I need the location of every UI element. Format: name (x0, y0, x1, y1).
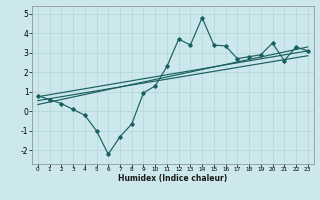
X-axis label: Humidex (Indice chaleur): Humidex (Indice chaleur) (118, 174, 228, 183)
